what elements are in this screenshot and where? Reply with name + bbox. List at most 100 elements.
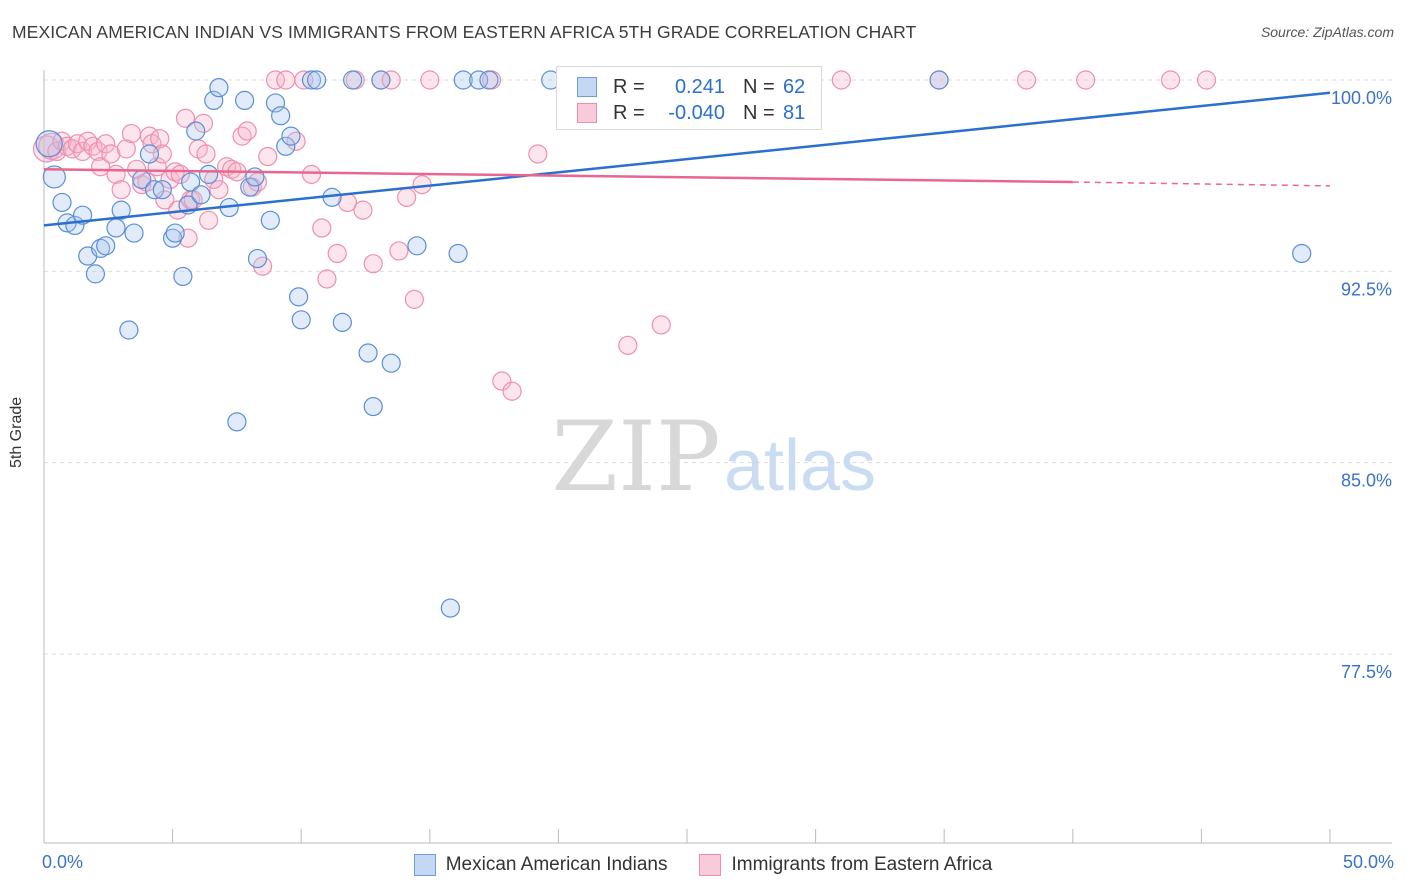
scatter-point — [265, 70, 286, 90]
r-label: R = — [613, 75, 645, 98]
scatter-point — [363, 396, 383, 417]
scatter-point — [397, 187, 417, 207]
scatter-point — [276, 136, 296, 156]
scatter-point — [72, 205, 93, 225]
scatter-point — [116, 139, 136, 159]
scatter-point — [227, 412, 247, 432]
scatter-point — [276, 70, 296, 90]
legend-item-mexican-american-indians[interactable]: Mexican American Indians — [413, 854, 667, 876]
axes — [43, 70, 1392, 844]
scatter-point — [831, 70, 851, 90]
series-mexican-american-indians — [35, 70, 1312, 618]
scatter-point — [258, 146, 278, 167]
scatter-point — [453, 70, 473, 90]
scatter-point — [289, 287, 309, 307]
scatter-point — [121, 123, 142, 144]
scatter-point — [1196, 70, 1217, 90]
scatter-point — [469, 70, 489, 90]
scatter-point — [175, 108, 196, 128]
scatter-point — [312, 218, 332, 238]
trend-line-pink-extension — [1072, 181, 1331, 187]
scatter-point — [235, 90, 255, 111]
legend-label: Immigrants from Eastern Africa — [731, 854, 993, 875]
chart-title: MEXICAN AMERICAN INDIAN VS IMMIGRANTS FR… — [12, 22, 917, 42]
scatter-point — [651, 315, 671, 335]
scatter-point — [193, 113, 214, 133]
scatter-point — [173, 266, 193, 287]
x-tick-label-max: 50.0% — [1342, 852, 1394, 872]
scatter-point — [404, 289, 424, 309]
scatter-point — [139, 144, 160, 164]
scatter-point — [1076, 70, 1096, 90]
scatter-point — [96, 134, 116, 154]
n-label: N = — [743, 101, 775, 124]
scatter-point — [618, 335, 638, 355]
scatter-point — [85, 264, 106, 284]
scatter-point — [929, 70, 949, 90]
scatter-point — [353, 200, 373, 220]
series-legend: Mexican American Indians Immigrants from… — [0, 852, 1406, 878]
watermark-zip: ZIP — [551, 401, 720, 513]
scatter-point — [144, 180, 165, 200]
scatter-point — [381, 70, 401, 90]
legend-item-eastern-africa[interactable]: Immigrants from Eastern Africa — [699, 854, 992, 876]
y-tick-label: 85.0% — [1341, 471, 1392, 491]
y-tick-labels: 100.0% 92.5% 85.0% 77.5% — [1331, 88, 1392, 682]
trend-line-blue — [43, 91, 1331, 227]
scatter-point — [301, 164, 322, 184]
scatter-point — [1160, 70, 1181, 90]
scatter-point — [101, 144, 121, 164]
gridlines — [44, 79, 1392, 655]
stats-legend: R = 0.241 N = 62 R = -0.040 N = 81 — [556, 66, 822, 130]
watermark-atlas: atlas — [724, 426, 876, 506]
blue-swatch — [577, 77, 597, 97]
scatter-point — [90, 238, 111, 258]
scatter-point — [52, 192, 72, 213]
scatter-point — [42, 165, 66, 189]
r-value: 0.241 — [674, 75, 725, 98]
scatter-point — [237, 121, 257, 141]
scatter-point — [178, 228, 198, 248]
scatter-point — [440, 598, 460, 618]
n-label: N = — [743, 75, 775, 98]
blue-legend-swatch — [413, 854, 436, 876]
scatter-point — [371, 70, 391, 90]
scatter-point — [281, 126, 301, 146]
scatter-point — [247, 248, 268, 269]
scatter-point — [260, 210, 280, 230]
scatter-point — [528, 144, 548, 164]
scatter-point — [1292, 243, 1312, 264]
scatter-point — [209, 180, 229, 200]
scatter-point — [137, 172, 157, 192]
scatter-point — [132, 174, 152, 195]
scatter-point — [286, 131, 306, 151]
scatter-point — [358, 343, 378, 363]
scatter-point — [420, 70, 440, 90]
scatter-point — [191, 185, 211, 205]
scatter-point — [232, 126, 252, 146]
scatter-point — [448, 243, 468, 264]
scatter-point — [111, 180, 131, 200]
scatter-point — [381, 353, 401, 373]
scatter-point — [106, 218, 126, 238]
scatter-point — [181, 172, 201, 192]
scatter-point — [186, 121, 206, 141]
scatter-point — [150, 129, 170, 149]
scatter-point — [72, 141, 93, 162]
scatter-point — [199, 210, 219, 230]
scatter-point — [332, 312, 352, 332]
scatter-point — [271, 106, 291, 126]
scatter-point — [111, 200, 131, 220]
n-value: 81 — [783, 101, 806, 124]
scatter-point — [502, 381, 522, 401]
r-value: -0.040 — [668, 101, 725, 124]
x-tick-label-min: 0.0% — [42, 852, 84, 872]
scatter-point — [407, 236, 427, 256]
stats-row-blue: R = 0.241 N = 62 — [577, 74, 813, 100]
scatter-point — [307, 70, 327, 90]
scatter-point — [209, 78, 229, 98]
scatter-point — [479, 70, 499, 90]
trend-lines — [43, 91, 1331, 227]
scatter-point — [291, 310, 311, 330]
